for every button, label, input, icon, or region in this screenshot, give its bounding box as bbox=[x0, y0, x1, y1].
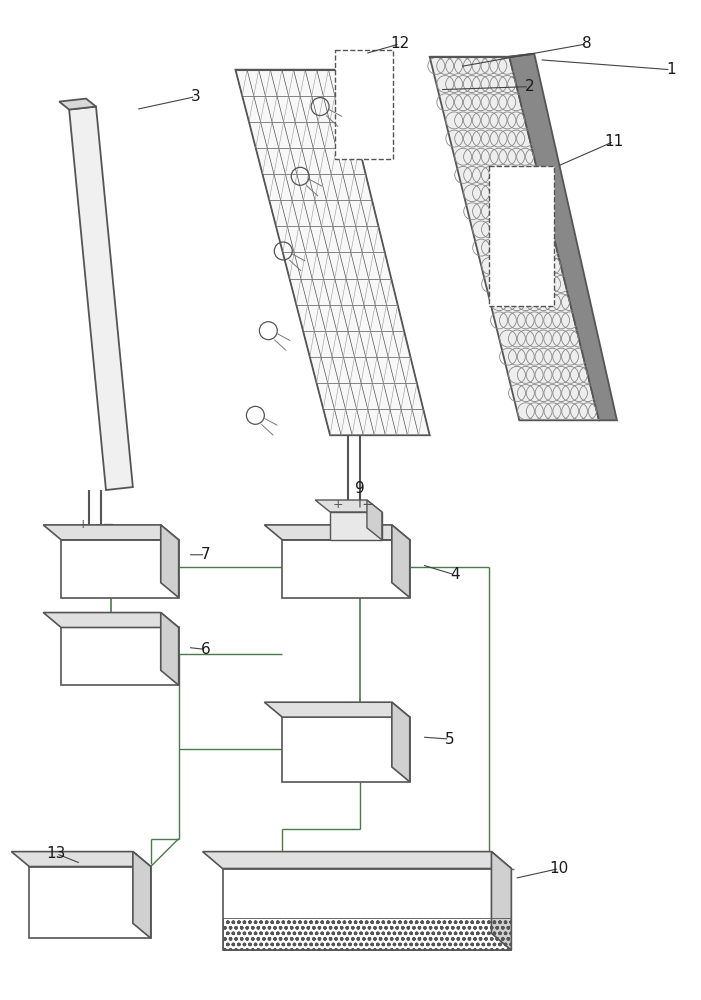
Polygon shape bbox=[222, 869, 511, 950]
Text: 4: 4 bbox=[450, 567, 459, 582]
Polygon shape bbox=[133, 852, 151, 938]
Text: 3: 3 bbox=[191, 89, 200, 104]
Polygon shape bbox=[61, 627, 179, 685]
Polygon shape bbox=[264, 702, 410, 717]
Text: +: + bbox=[333, 498, 343, 511]
Polygon shape bbox=[283, 717, 410, 782]
Text: 9: 9 bbox=[355, 481, 365, 496]
Polygon shape bbox=[43, 525, 179, 540]
Polygon shape bbox=[510, 54, 617, 420]
Polygon shape bbox=[11, 852, 151, 867]
Polygon shape bbox=[330, 512, 382, 540]
Polygon shape bbox=[367, 500, 382, 540]
Polygon shape bbox=[59, 99, 96, 110]
Polygon shape bbox=[203, 852, 511, 869]
Polygon shape bbox=[392, 702, 410, 782]
Text: 10: 10 bbox=[550, 861, 569, 876]
Bar bbox=[222, 918, 511, 950]
Polygon shape bbox=[392, 525, 410, 598]
Text: 1: 1 bbox=[666, 62, 676, 77]
Polygon shape bbox=[264, 525, 410, 540]
Polygon shape bbox=[283, 540, 410, 598]
Polygon shape bbox=[61, 540, 179, 598]
Text: −: − bbox=[102, 517, 114, 532]
Text: 13: 13 bbox=[46, 846, 66, 861]
Polygon shape bbox=[161, 613, 179, 685]
Text: 12: 12 bbox=[390, 36, 409, 51]
Text: 8: 8 bbox=[583, 36, 592, 51]
Polygon shape bbox=[430, 57, 599, 420]
Polygon shape bbox=[161, 525, 179, 598]
Polygon shape bbox=[69, 107, 133, 490]
Text: −: − bbox=[362, 497, 374, 512]
Text: 11: 11 bbox=[604, 134, 624, 149]
Bar bbox=[335, 50, 393, 159]
Polygon shape bbox=[315, 500, 382, 512]
Polygon shape bbox=[29, 867, 151, 938]
Text: +: + bbox=[78, 518, 88, 531]
Text: 2: 2 bbox=[524, 79, 534, 94]
Text: 5: 5 bbox=[445, 732, 454, 747]
Polygon shape bbox=[43, 613, 179, 627]
Polygon shape bbox=[491, 852, 511, 950]
Text: 7: 7 bbox=[200, 547, 210, 562]
Polygon shape bbox=[236, 70, 430, 435]
Text: 6: 6 bbox=[200, 642, 210, 657]
Bar bbox=[489, 166, 554, 306]
